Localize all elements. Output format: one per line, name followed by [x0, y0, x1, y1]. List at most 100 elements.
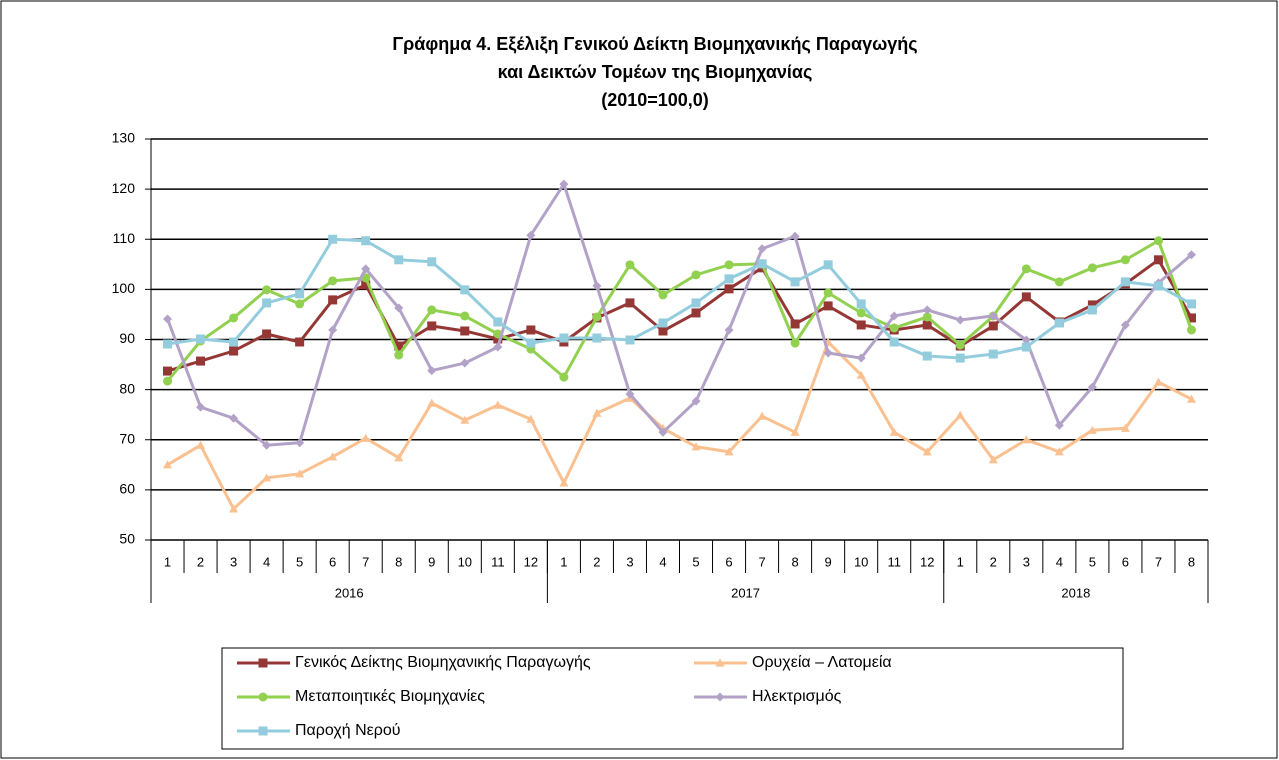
data-point [823, 348, 833, 358]
data-point [526, 338, 536, 348]
data-point [328, 234, 338, 244]
data-point [691, 270, 701, 280]
data-point [262, 329, 272, 339]
data-point [889, 323, 899, 333]
data-point [427, 321, 437, 331]
data-point [394, 341, 404, 351]
x-tick-label: 4 [1056, 554, 1063, 569]
data-point [691, 308, 701, 318]
x-tick-label: 8 [395, 554, 402, 569]
data-point [361, 280, 371, 290]
data-point [988, 455, 998, 464]
data-point [790, 338, 800, 348]
x-tick-label: 8 [1188, 554, 1195, 569]
x-tick-label: 10 [854, 554, 868, 569]
data-point [823, 260, 833, 270]
data-point [394, 255, 404, 265]
series-line [167, 257, 1193, 373]
y-tick-label: 70 [119, 430, 135, 446]
data-point [625, 260, 635, 270]
legend-label: Γενικός Δείκτης Βιομηχανικής Παραγωγής [295, 654, 591, 671]
data-point [1186, 250, 1196, 260]
y-tick-label: 50 [119, 531, 135, 547]
data-point [691, 396, 701, 406]
data-point [988, 349, 998, 359]
data-point [328, 295, 338, 305]
data-point [658, 318, 668, 328]
data-point [757, 244, 767, 254]
data-point [394, 303, 404, 313]
data-point [922, 305, 932, 315]
data-point [493, 317, 503, 327]
x-tick-label: 1 [560, 554, 567, 569]
data-point [658, 290, 668, 300]
data-point [394, 350, 404, 360]
data-point [625, 298, 635, 308]
data-point [295, 299, 305, 309]
x-tick-label: 1 [957, 554, 964, 569]
data-point [526, 230, 536, 240]
x-tick-label: 2 [197, 554, 204, 569]
legend-marker [258, 692, 268, 702]
data-point [163, 339, 173, 349]
data-point [889, 311, 899, 321]
data-point [460, 285, 470, 295]
x-tick-label: 6 [725, 554, 732, 569]
data-point [460, 415, 470, 424]
data-point [1054, 318, 1064, 328]
data-point [196, 440, 206, 449]
data-point [559, 478, 569, 487]
data-point [295, 337, 305, 347]
data-point [1087, 263, 1097, 273]
data-point [757, 411, 767, 420]
x-tick-label: 1 [164, 554, 171, 569]
data-point [856, 299, 866, 309]
data-point [1054, 277, 1064, 287]
x-tick-label: 2 [990, 554, 997, 569]
data-point [493, 334, 503, 344]
legend-label: Μεταποιητικές Βιομηχανίες [295, 688, 485, 705]
series-line [166, 180, 1193, 447]
data-point [229, 413, 239, 423]
data-point [1186, 313, 1196, 323]
y-tick-label: 120 [112, 180, 136, 196]
data-point [460, 358, 470, 368]
data-point [823, 301, 833, 311]
x-tick-label: 10 [458, 554, 472, 569]
data-point [163, 376, 173, 386]
data-point [922, 312, 932, 322]
x-tick-label: 9 [428, 554, 435, 569]
data-point [559, 333, 569, 343]
x-tick-label: 9 [825, 554, 832, 569]
y-tick-label: 100 [112, 280, 136, 296]
data-point [724, 284, 734, 294]
data-point [955, 315, 965, 325]
data-point [1120, 320, 1130, 330]
data-point [1021, 435, 1031, 444]
legend-marker [715, 658, 725, 667]
data-point [955, 410, 965, 419]
data-point [361, 433, 371, 442]
y-tick-label: 90 [119, 330, 135, 346]
data-point [1021, 342, 1031, 352]
data-point [922, 447, 932, 456]
data-point [394, 453, 404, 462]
data-point [1087, 382, 1097, 392]
data-point [625, 335, 635, 345]
x-tick-label: 2 [593, 554, 600, 569]
group-label: 2016 [335, 585, 364, 600]
x-tick-label: 7 [1155, 554, 1162, 569]
data-point [757, 259, 767, 269]
data-point [790, 277, 800, 287]
data-point [1054, 420, 1064, 430]
data-point [262, 285, 272, 295]
legend-label: Ορυχεία – Λατομεία [752, 654, 892, 671]
data-point [592, 312, 602, 322]
legend-marker [715, 692, 725, 702]
data-point [592, 333, 602, 343]
data-point [856, 353, 866, 363]
data-point [988, 311, 998, 321]
legend-label: Ηλεκτρισμός [752, 688, 842, 705]
data-point [262, 440, 272, 450]
